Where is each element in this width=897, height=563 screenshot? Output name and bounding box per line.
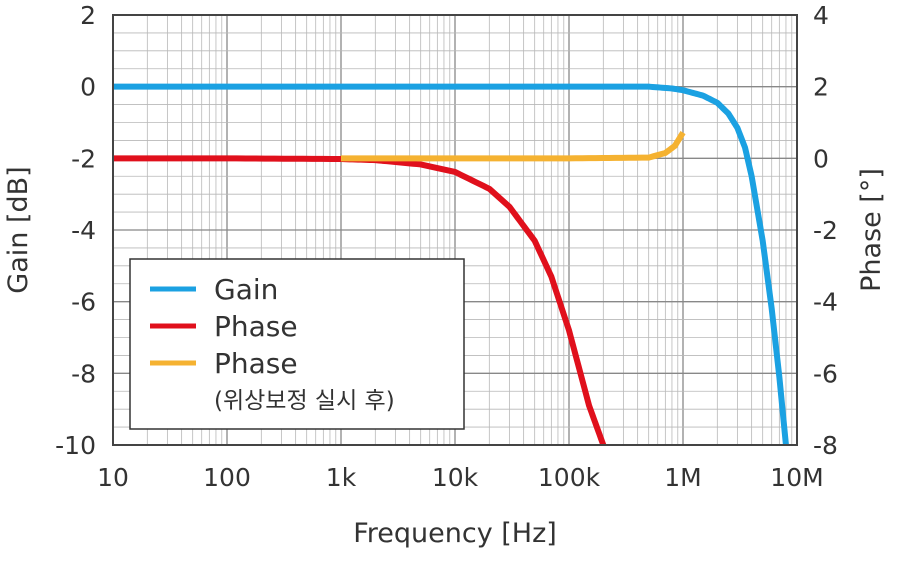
x-tick-label: 10k (432, 463, 479, 492)
right-y-tick-label: 4 (813, 1, 829, 30)
gain-curve (113, 83, 789, 446)
left-y-tick-labels: 2 0 -2 -4 -6 -8 -10 (55, 1, 96, 460)
right-y-tick-label: -6 (813, 359, 838, 388)
right-y-tick-label: 2 (813, 73, 829, 102)
x-tick-label: 10M (770, 463, 823, 492)
legend-label-phase: Phase (214, 310, 298, 343)
legend-label-gain: Gain (214, 273, 278, 306)
x-axis-title: Frequency [Hz] (353, 518, 557, 549)
left-y-axis-title: Gain [dB] (3, 166, 34, 293)
left-y-tick-label: -8 (71, 359, 96, 388)
x-tick-labels: 10 100 1k 10k 100k 1M 10M (97, 463, 824, 492)
curves (113, 83, 789, 447)
left-y-tick-label: 2 (80, 1, 96, 30)
legend-label-phase-compensated-note: (위상보정 실시 후) (214, 388, 395, 414)
left-y-tick-label: -10 (55, 431, 96, 460)
right-y-axis-title: Phase [°] (856, 168, 887, 292)
phase-compensated-curve (341, 130, 686, 162)
left-y-tick-label: -2 (71, 144, 96, 173)
right-y-tick-label: -8 (813, 431, 838, 460)
left-y-tick-label: -4 (71, 216, 96, 245)
right-y-tick-label: 0 (813, 144, 829, 173)
x-tick-label: 1k (326, 463, 357, 492)
x-tick-label: 100 (203, 463, 251, 492)
x-tick-label: 10 (97, 463, 129, 492)
legend-label-phase-compensated: Phase (214, 347, 298, 380)
plot-frame (112, 14, 798, 446)
legend: Gain Phase Phase (위상보정 실시 후) (129, 258, 465, 430)
left-y-tick-label: -6 (71, 288, 96, 317)
left-y-tick-label: 0 (80, 73, 96, 102)
x-tick-label: 100k (538, 463, 601, 492)
x-tick-label: 1M (664, 463, 701, 492)
right-y-tick-label: -4 (813, 288, 838, 317)
right-y-tick-labels: 4 2 0 -2 -4 -6 -8 (813, 1, 838, 460)
right-y-tick-label: -2 (813, 216, 838, 245)
